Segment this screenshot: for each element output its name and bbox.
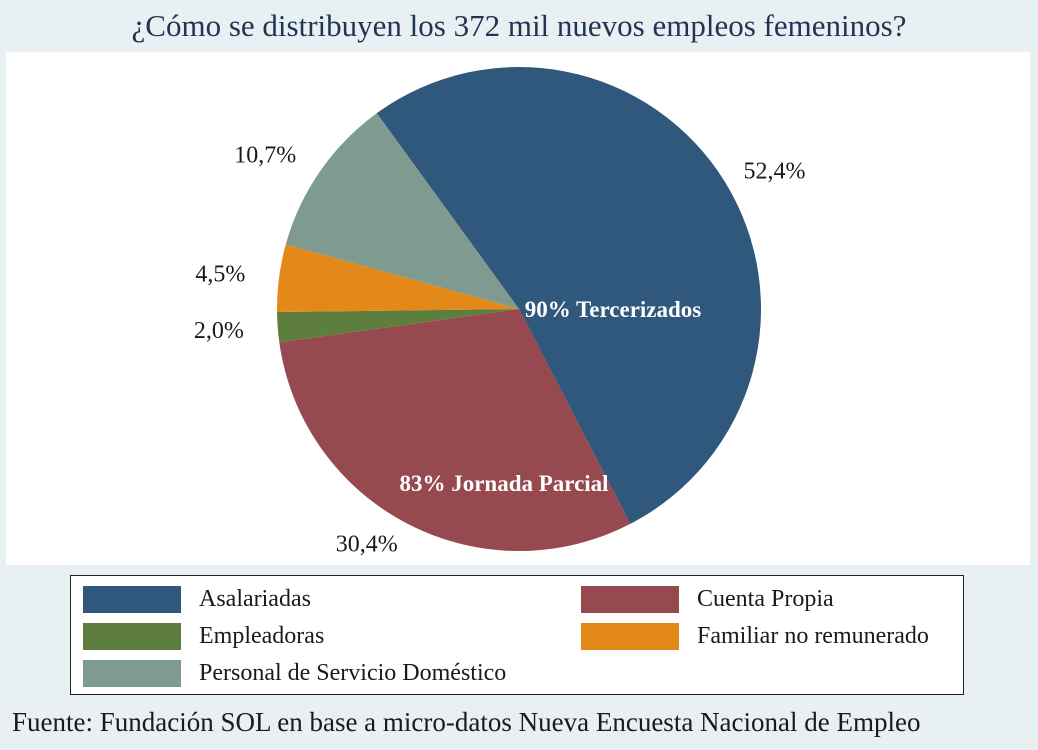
legend-label-servicio-domestico: Personal de Servicio Doméstico <box>199 660 507 686</box>
value-label-cuenta-propia: 30,4% <box>336 531 398 557</box>
plot-area: 52,4% 30,4% 2,0% 4,5% 10,7% 90% Tercerizados 8… <box>6 52 1030 565</box>
pie-slice-familiar-no-remunerado <box>277 244 519 313</box>
value-label-familiar-no-remunerado: 4,5% <box>195 262 245 288</box>
legend-label-asalariadas: Asalariadas <box>199 586 311 612</box>
value-label-empleadoras: 2,0% <box>194 318 244 344</box>
legend-label-familiar: Familiar no remunerado <box>697 623 929 649</box>
pie-slice-empleadoras <box>277 309 519 343</box>
legend-label-cuenta-propia: Cuenta Propia <box>697 586 834 612</box>
value-label-asalariadas: 52,4% <box>743 158 805 184</box>
chart-title: ¿Cómo se distribuyen los 372 mil nuevos … <box>131 8 907 43</box>
legend-swatch-servicio-domestico <box>83 660 181 687</box>
pie-slice-personal-de-servicio-dom-stico <box>285 113 519 309</box>
pie-chart: 52,4% 30,4% 2,0% 4,5% 10,7% 90% Tercerizados 8… <box>194 66 805 557</box>
pie-slice-cuenta-propia <box>279 309 631 551</box>
legend-swatch-familiar <box>581 623 679 650</box>
value-label-personal-de-servicio-dom-stico: 10,7% <box>234 143 296 169</box>
legend-swatch-asalariadas <box>83 586 181 613</box>
source-note: Fuente: Fundación SOL en base a micro-da… <box>12 707 921 737</box>
legend-swatch-cuenta-propia <box>581 586 679 613</box>
annotation-asalariadas: 90% Tercerizados <box>525 297 702 322</box>
legend-label-empleadoras: Empleadoras <box>199 623 325 649</box>
legend-swatch-empleadoras <box>83 623 181 650</box>
legend: Asalariadas Cuenta Propia Empleadoras Fa… <box>70 575 964 695</box>
annotation-cuenta-propia: 83% Jornada Parcial <box>399 471 608 496</box>
pie-slice-asalariadas <box>376 66 762 524</box>
